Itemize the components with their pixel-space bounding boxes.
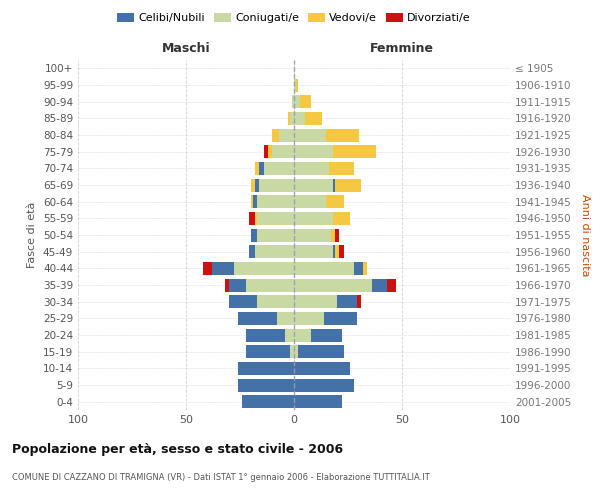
Bar <box>251 178 255 192</box>
Text: Femmine: Femmine <box>370 42 434 55</box>
Bar <box>372 278 387 291</box>
Bar <box>324 312 356 325</box>
Bar <box>294 112 305 125</box>
Bar <box>255 245 294 258</box>
Bar <box>294 162 329 175</box>
Bar <box>268 145 272 158</box>
Bar <box>255 178 259 192</box>
Bar <box>294 278 372 291</box>
Bar <box>292 95 294 108</box>
Bar <box>225 278 229 291</box>
Bar <box>294 178 333 192</box>
Bar <box>326 195 344 208</box>
Y-axis label: Fasce di età: Fasce di età <box>28 202 37 268</box>
Bar <box>340 245 344 258</box>
Bar <box>335 178 361 192</box>
Bar <box>247 345 290 358</box>
Bar <box>294 145 333 158</box>
Bar <box>251 228 257 241</box>
Bar <box>233 262 294 275</box>
Bar <box>257 295 294 308</box>
Bar <box>301 95 311 108</box>
Bar <box>247 328 286 342</box>
Bar <box>247 278 294 291</box>
Bar <box>294 312 324 325</box>
Bar <box>294 262 355 275</box>
Y-axis label: Anni di nascita: Anni di nascita <box>580 194 590 276</box>
Bar <box>253 195 257 208</box>
Bar <box>305 112 322 125</box>
Bar <box>238 312 277 325</box>
Bar <box>294 212 333 225</box>
Bar <box>259 178 294 192</box>
Bar <box>326 128 359 141</box>
Bar <box>279 128 294 141</box>
Bar <box>333 178 335 192</box>
Bar <box>251 195 253 208</box>
Bar <box>242 395 294 408</box>
Bar <box>363 262 367 275</box>
Bar <box>294 378 355 392</box>
Bar <box>337 295 356 308</box>
Text: Popolazione per età, sesso e stato civile - 2006: Popolazione per età, sesso e stato civil… <box>12 442 343 456</box>
Bar <box>229 295 257 308</box>
Bar <box>286 328 294 342</box>
Bar <box>257 212 294 225</box>
Bar <box>294 78 296 92</box>
Bar <box>212 262 233 275</box>
Bar <box>238 362 294 375</box>
Bar <box>290 345 294 358</box>
Bar <box>298 345 344 358</box>
Bar <box>294 128 326 141</box>
Bar <box>272 128 279 141</box>
Bar <box>294 345 298 358</box>
Bar <box>290 112 294 125</box>
Bar <box>294 295 337 308</box>
Bar <box>264 162 294 175</box>
Bar <box>248 212 255 225</box>
Bar <box>257 228 294 241</box>
Bar <box>333 245 335 258</box>
Bar <box>259 162 264 175</box>
Bar <box>277 312 294 325</box>
Bar <box>294 228 331 241</box>
Legend: Celibi/Nubili, Coniugati/e, Vedovi/e, Divorziati/e: Celibi/Nubili, Coniugati/e, Vedovi/e, Di… <box>113 8 475 28</box>
Bar <box>296 78 298 92</box>
Bar <box>255 162 259 175</box>
Bar <box>257 195 294 208</box>
Bar <box>329 162 355 175</box>
Bar <box>335 228 340 241</box>
Bar <box>294 95 301 108</box>
Bar <box>294 362 350 375</box>
Bar <box>294 245 333 258</box>
Bar <box>248 245 255 258</box>
Bar <box>333 212 350 225</box>
Bar <box>311 328 341 342</box>
Bar <box>255 212 257 225</box>
Bar <box>387 278 395 291</box>
Bar <box>229 278 247 291</box>
Text: Maschi: Maschi <box>161 42 211 55</box>
Bar <box>335 245 340 258</box>
Bar <box>238 378 294 392</box>
Bar <box>264 145 268 158</box>
Bar <box>272 145 294 158</box>
Bar <box>294 395 341 408</box>
Bar <box>203 262 212 275</box>
Bar <box>333 145 376 158</box>
Bar <box>355 262 363 275</box>
Text: COMUNE DI CAZZANO DI TRAMIGNA (VR) - Dati ISTAT 1° gennaio 2006 - Elaborazione T: COMUNE DI CAZZANO DI TRAMIGNA (VR) - Dat… <box>12 472 430 482</box>
Bar <box>356 295 361 308</box>
Bar <box>294 328 311 342</box>
Bar <box>294 195 326 208</box>
Bar <box>287 112 290 125</box>
Bar <box>331 228 335 241</box>
